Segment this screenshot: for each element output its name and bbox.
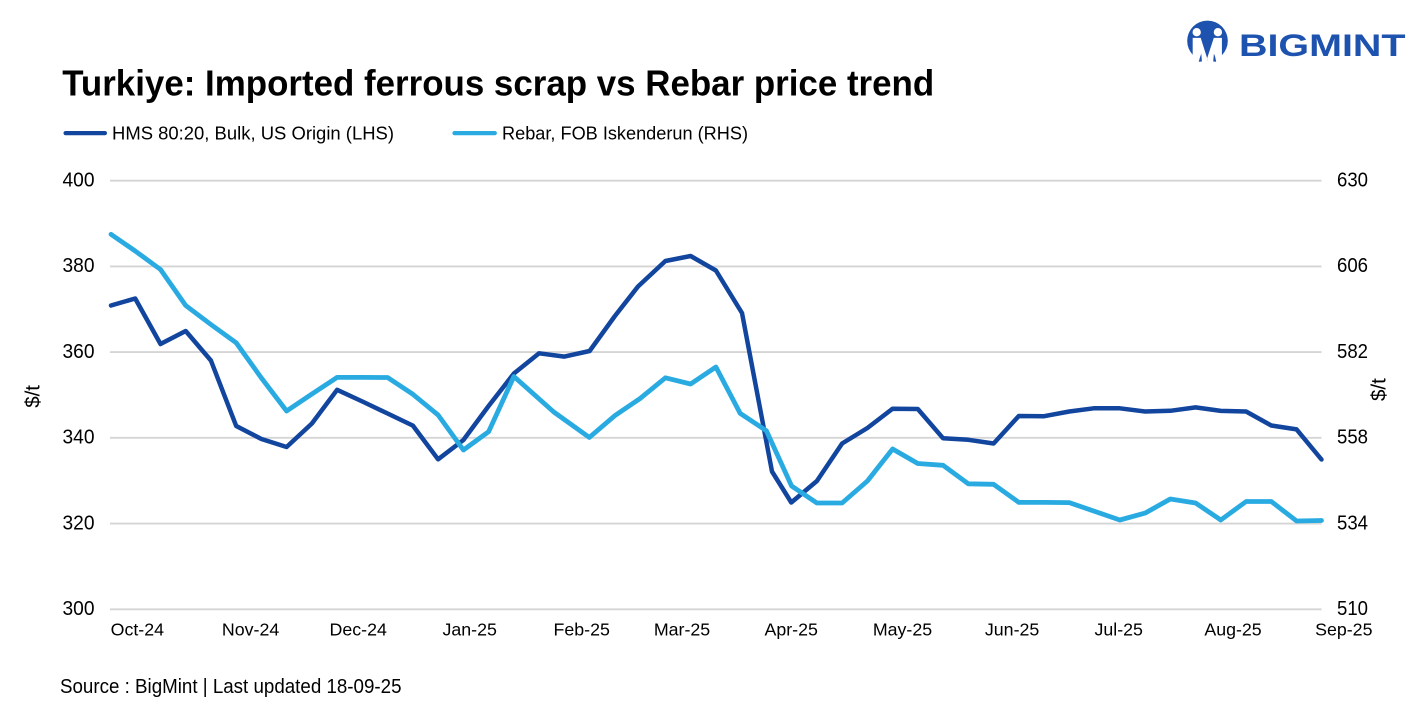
svg-text:Rebar, FOB Iskenderun (RHS): Rebar, FOB Iskenderun (RHS) <box>502 124 748 144</box>
svg-text:Jul-25: Jul-25 <box>1094 620 1143 640</box>
svg-text:Nov-24: Nov-24 <box>222 620 279 640</box>
svg-text:320: 320 <box>63 511 95 534</box>
svg-text:Jan-25: Jan-25 <box>443 620 497 640</box>
svg-text:Oct-24: Oct-24 <box>111 620 164 640</box>
svg-text:BIGMINT: BIGMINT <box>1239 27 1406 63</box>
svg-text:360: 360 <box>63 340 95 363</box>
svg-text:534: 534 <box>1337 511 1368 534</box>
svg-text:Dec-24: Dec-24 <box>330 620 387 640</box>
svg-text:Sep-25: Sep-25 <box>1315 620 1372 640</box>
svg-text:Turkiye: Imported ferrous scra: Turkiye: Imported ferrous scrap vs Rebar… <box>62 64 934 104</box>
svg-text:May-25: May-25 <box>873 620 932 640</box>
svg-text:582: 582 <box>1337 340 1368 363</box>
svg-text:$/t: $/t <box>1368 378 1391 401</box>
svg-text:Aug-25: Aug-25 <box>1204 620 1261 640</box>
svg-text:Apr-25: Apr-25 <box>765 620 818 640</box>
svg-text:400: 400 <box>63 168 95 191</box>
svg-text:630: 630 <box>1337 168 1368 191</box>
svg-text:Mar-25: Mar-25 <box>654 620 710 640</box>
svg-text:HMS 80:20, Bulk, US Origin (LH: HMS 80:20, Bulk, US Origin (LHS) <box>112 124 394 144</box>
svg-text:Source : BigMint | Last update: Source : BigMint | Last updated 18-09-25 <box>60 676 402 698</box>
svg-text:510: 510 <box>1337 597 1368 620</box>
svg-text:Jun-25: Jun-25 <box>985 620 1039 640</box>
svg-text:$/t: $/t <box>21 385 44 408</box>
svg-text:606: 606 <box>1337 254 1368 277</box>
svg-text:380: 380 <box>63 254 95 277</box>
svg-text:558: 558 <box>1337 426 1368 449</box>
svg-text:340: 340 <box>63 426 95 449</box>
svg-text:Feb-25: Feb-25 <box>554 620 610 640</box>
svg-text:300: 300 <box>63 597 95 620</box>
